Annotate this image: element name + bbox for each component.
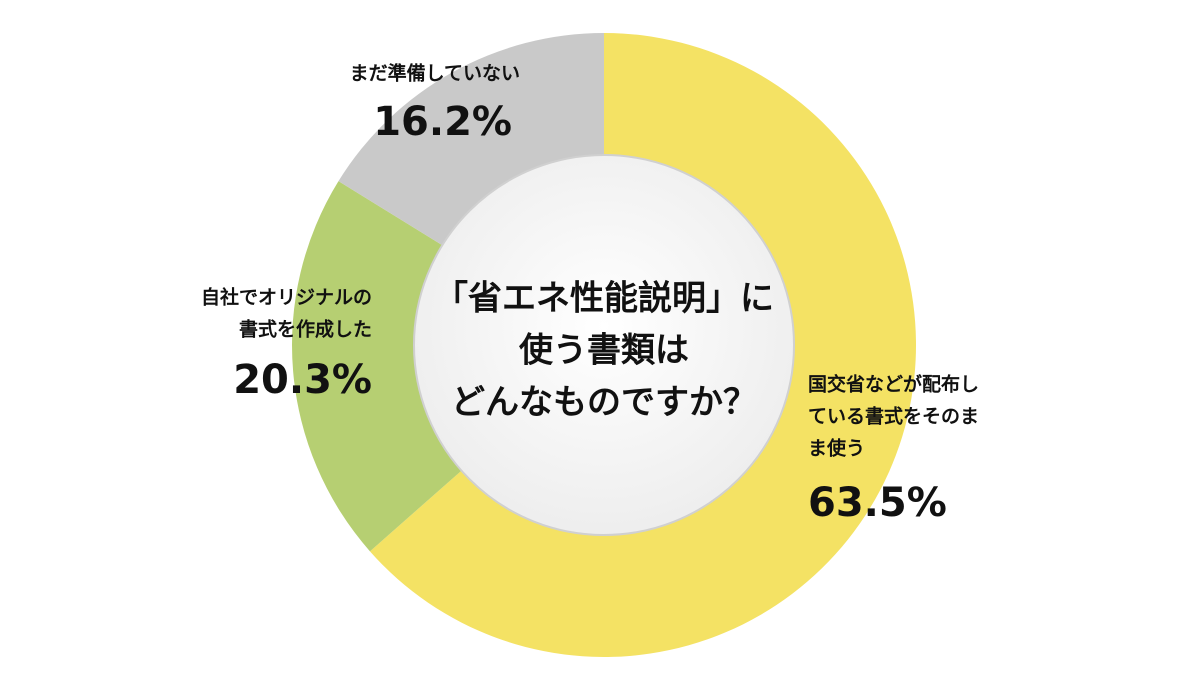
value-label: 16.2% (373, 99, 512, 145)
slice-label: 自社でオリジナルの (201, 286, 372, 309)
value-label: 63.5% (808, 480, 947, 526)
slice-label: 書式を作成した (239, 318, 372, 341)
slice-label: まだ準備していない (350, 62, 520, 85)
chart-title: 「省エネ性能説明」に (434, 279, 774, 319)
chart-title: どんなものですか？ (451, 383, 757, 423)
slice-label: ま使う (808, 438, 865, 460)
value-label: 20.3% (233, 357, 372, 403)
chart-title: 使う書類は (518, 331, 689, 371)
center-circle (413, 154, 795, 536)
slice-label: ている書式をそのま (808, 405, 979, 428)
slice-label: 国交省などが配布し (808, 373, 979, 396)
